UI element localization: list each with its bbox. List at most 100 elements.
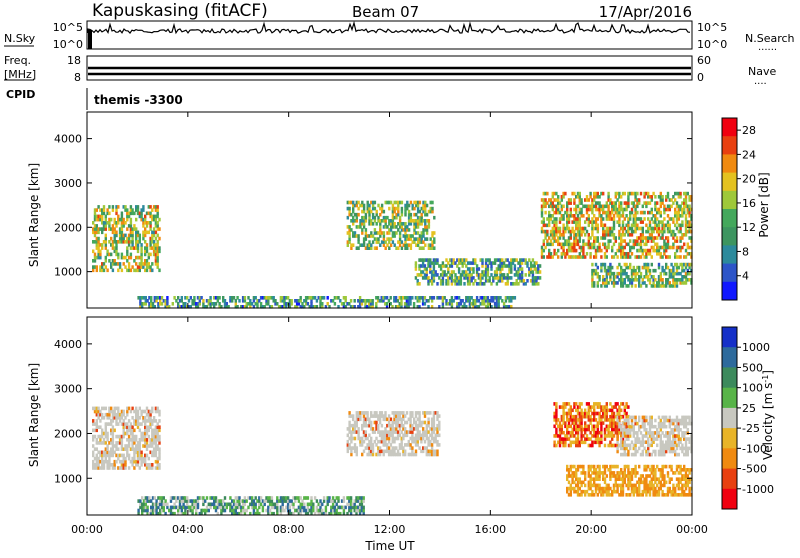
range-time-cell bbox=[392, 424, 394, 428]
range-time-cell bbox=[679, 249, 681, 253]
range-time-cell bbox=[121, 269, 123, 273]
range-time-cell bbox=[683, 243, 685, 247]
range-time-cell bbox=[94, 234, 96, 238]
range-time-cell bbox=[638, 419, 640, 423]
range-time-cell bbox=[548, 220, 550, 224]
range-time-cell bbox=[557, 205, 559, 209]
range-time-cell bbox=[561, 255, 563, 259]
range-time-cell bbox=[149, 265, 151, 269]
range-time-cell bbox=[117, 422, 119, 426]
range-time-cell bbox=[640, 217, 642, 221]
range-time-cell bbox=[418, 430, 420, 434]
range-time-cell bbox=[688, 220, 690, 224]
range-time-cell bbox=[589, 431, 591, 435]
range-time-cell bbox=[669, 227, 671, 231]
range-time-cell bbox=[559, 211, 561, 215]
range-time-cell bbox=[145, 503, 147, 507]
range-time-cell bbox=[620, 468, 622, 472]
range-time-cell bbox=[625, 412, 627, 416]
range-time-cell bbox=[348, 231, 350, 235]
range-time-cell bbox=[685, 487, 687, 491]
range-time-cell bbox=[661, 471, 663, 475]
range-time-cell bbox=[627, 243, 629, 247]
beam-label: Beam 07 bbox=[352, 3, 419, 21]
range-time-cell bbox=[555, 224, 557, 228]
range-time-cell bbox=[658, 224, 660, 228]
range-time-cell bbox=[604, 236, 606, 240]
range-time-cell bbox=[361, 437, 363, 441]
range-time-cell bbox=[624, 409, 626, 413]
range-time-cell bbox=[681, 224, 683, 228]
range-time-cell bbox=[552, 201, 554, 205]
range-time-cell bbox=[112, 447, 114, 451]
range-time-cell bbox=[121, 416, 123, 420]
range-time-cell bbox=[157, 506, 159, 510]
range-time-cell bbox=[643, 195, 645, 199]
range-time-cell bbox=[618, 474, 620, 478]
range-time-cell bbox=[633, 201, 635, 205]
range-time-cell bbox=[616, 490, 618, 494]
range-time-cell bbox=[624, 227, 626, 231]
range-time-cell bbox=[158, 447, 160, 451]
range-time-cell bbox=[97, 416, 99, 420]
range-time-cell bbox=[613, 217, 615, 221]
range-time-cell bbox=[678, 211, 680, 215]
range-time-cell bbox=[568, 481, 570, 485]
range-time-cell bbox=[126, 410, 128, 414]
range-time-cell bbox=[119, 262, 121, 266]
range-time-cell bbox=[620, 409, 622, 413]
range-time-cell bbox=[133, 259, 135, 263]
range-time-cell bbox=[615, 239, 617, 243]
range-time-cell bbox=[427, 418, 429, 422]
freq-tick-top: 18 bbox=[67, 54, 81, 67]
range-time-cell bbox=[645, 224, 647, 228]
range-time-cell bbox=[424, 207, 426, 211]
range-time-cell bbox=[676, 249, 678, 253]
range-time-cell bbox=[685, 419, 687, 423]
range-time-cell bbox=[645, 419, 647, 423]
nave-tick-bottom: 0 bbox=[697, 71, 704, 84]
date-label: 17/Apr/2016 bbox=[599, 3, 692, 21]
range-time-cell bbox=[672, 195, 674, 199]
range-time-cell bbox=[105, 429, 107, 433]
range-time-cell bbox=[433, 246, 435, 250]
range-time-cell bbox=[401, 430, 403, 434]
range-time-cell bbox=[139, 407, 141, 411]
range-time-cell bbox=[555, 444, 557, 448]
range-time-cell bbox=[561, 428, 563, 432]
range-time-cell bbox=[352, 207, 354, 211]
range-time-cell bbox=[597, 224, 599, 228]
range-time-cell bbox=[151, 407, 153, 411]
range-time-cell bbox=[676, 236, 678, 240]
range-time-cell bbox=[157, 407, 159, 411]
range-time-cell bbox=[593, 243, 595, 247]
range-time-cell bbox=[96, 429, 98, 433]
range-time-cell bbox=[642, 444, 644, 448]
range-time-cell bbox=[157, 212, 159, 216]
range-time-cell bbox=[157, 265, 159, 269]
range-time-cell bbox=[124, 460, 126, 464]
range-time-cell bbox=[350, 228, 352, 232]
range-time-cell bbox=[643, 211, 645, 215]
range-time-cell bbox=[643, 425, 645, 429]
range-time-cell bbox=[386, 216, 388, 220]
range-time-cell bbox=[679, 437, 681, 441]
range-time-cell bbox=[609, 198, 611, 202]
range-time-cell bbox=[624, 192, 626, 196]
range-time-cell bbox=[366, 437, 368, 441]
range-time-cell bbox=[573, 405, 575, 409]
range-time-cell bbox=[685, 198, 687, 202]
range-time-cell bbox=[131, 237, 133, 241]
range-time-cell bbox=[663, 227, 665, 231]
range-time-cell bbox=[553, 236, 555, 240]
range-time-cell bbox=[631, 208, 633, 212]
range-time-cell bbox=[146, 454, 148, 458]
range-time-cell bbox=[384, 411, 386, 415]
range-time-cell bbox=[588, 471, 590, 475]
range-time-cell bbox=[638, 428, 640, 432]
range-time-cell bbox=[676, 227, 678, 231]
colorbar-tick-label: 16 bbox=[742, 197, 756, 210]
range-time-cell bbox=[158, 435, 160, 439]
range-time-cell bbox=[685, 217, 687, 221]
range-time-cell bbox=[667, 192, 669, 196]
